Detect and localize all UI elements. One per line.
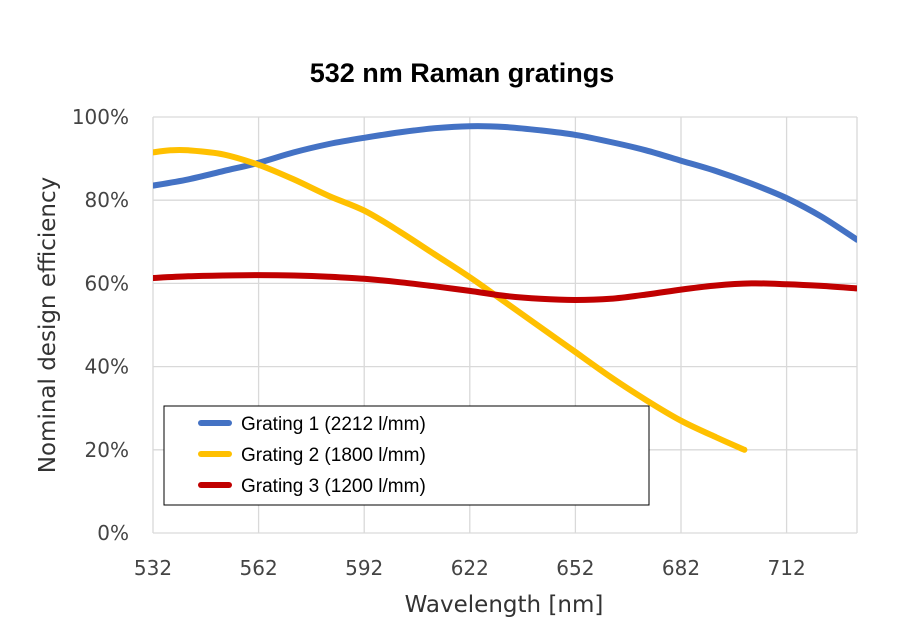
y-tick-label: 40% (85, 355, 129, 379)
y-tick-label: 20% (85, 438, 129, 462)
x-tick-label: 592 (345, 556, 383, 580)
y-tick-label: 100% (72, 105, 129, 129)
legend-label-grating-1: Grating 1 (2212 l/mm) (241, 414, 426, 435)
y-tick-labels: 0% 20% 40% 60% 80% 100% (72, 105, 129, 545)
x-tick-label: 712 (768, 556, 806, 580)
x-axis-label: Wavelength [nm] (405, 592, 604, 618)
y-tick-label: 60% (85, 271, 129, 295)
x-tick-labels: 532 562 592 622 652 682 712 (134, 556, 806, 580)
y-tick-label: 0% (97, 521, 129, 545)
y-axis-label: Nominal design efficiency (35, 177, 61, 473)
y-tick-label: 80% (85, 188, 129, 212)
legend-label-grating-2: Grating 2 (1800 l/mm) (241, 445, 426, 466)
x-tick-label: 622 (451, 556, 489, 580)
legend: Grating 1 (2212 l/mm) Grating 2 (1800 l/m… (163, 405, 650, 506)
x-tick-label: 532 (134, 556, 172, 580)
chart-title: 532 nm Raman gratings (310, 58, 615, 88)
legend-label-grating-3: Grating 3 (1200 l/mm) (241, 476, 426, 497)
legend-box (163, 405, 650, 506)
x-tick-label: 562 (240, 556, 278, 580)
series-lines (153, 123, 857, 453)
series-line-grating-1 (153, 123, 857, 243)
series-line-grating-3 (153, 272, 857, 303)
x-tick-label: 682 (662, 556, 700, 580)
x-tick-label: 652 (556, 556, 594, 580)
series-line-grating-2 (153, 146, 748, 453)
